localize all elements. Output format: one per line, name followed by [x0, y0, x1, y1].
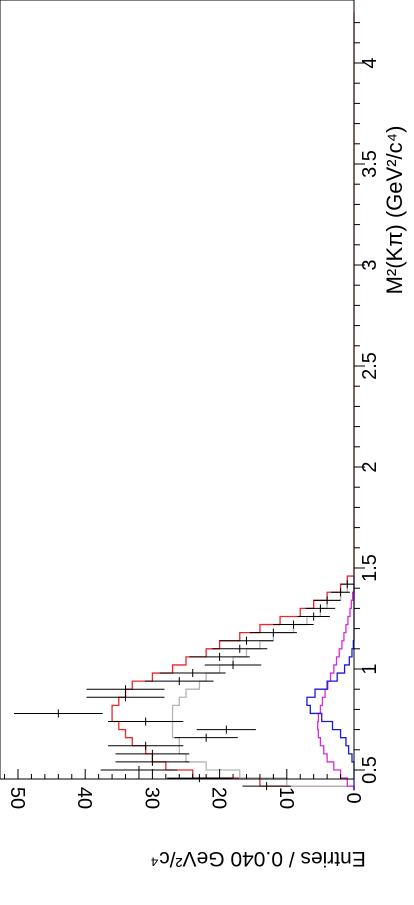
y-axis-title: Entries / 0.040 GeV²/c⁴ [150, 847, 366, 870]
data-point [313, 596, 341, 605]
x-tick-label: 2.5 [359, 352, 381, 380]
data-point [297, 612, 330, 621]
data-point [219, 636, 274, 645]
data-point [167, 774, 232, 783]
plot-frame [0, 0, 355, 780]
data-point [86, 693, 165, 702]
x-tick-label: 3.5 [359, 150, 381, 178]
y-tick-label: 40 [73, 787, 95, 809]
data-point [145, 677, 214, 686]
data-point [212, 644, 268, 653]
histogram-series-3 [317, 584, 355, 791]
data-point [174, 733, 238, 742]
data-point [115, 749, 190, 758]
data-point [189, 652, 250, 661]
data-point [100, 765, 178, 775]
histogram-series-1 [111, 12, 355, 791]
data-point [249, 628, 297, 637]
x-tick-label: 3 [359, 259, 381, 270]
x-tick-label: 1.5 [359, 554, 381, 582]
data-point [108, 717, 184, 726]
data-point [340, 580, 354, 589]
data-point [242, 782, 291, 791]
x-axis-title: M²(Kπ) (GeV²/c⁴) [382, 126, 407, 295]
data-point [13, 709, 103, 718]
data-point [204, 660, 262, 669]
y-tick-label: 0 [342, 792, 364, 803]
plot-marks [13, 12, 355, 791]
data-point [273, 620, 314, 629]
x-tick-label: 0.5 [359, 756, 381, 784]
data-point [86, 685, 165, 694]
data-point [196, 725, 256, 734]
y-tick-label: 20 [208, 787, 230, 809]
y-tick-label: 50 [6, 787, 28, 809]
data-point [331, 588, 350, 597]
y-tick-label: 10 [275, 787, 297, 809]
x-tick-label: 2 [359, 461, 381, 472]
data-point [108, 741, 184, 750]
data-point [305, 604, 336, 613]
x-tick-label: 1 [359, 663, 381, 674]
data-point [115, 757, 190, 766]
y-tick-label: 30 [140, 787, 162, 809]
histogram-series-4 [306, 576, 355, 791]
x-tick-label: 4 [359, 57, 381, 68]
data-point [159, 669, 226, 678]
